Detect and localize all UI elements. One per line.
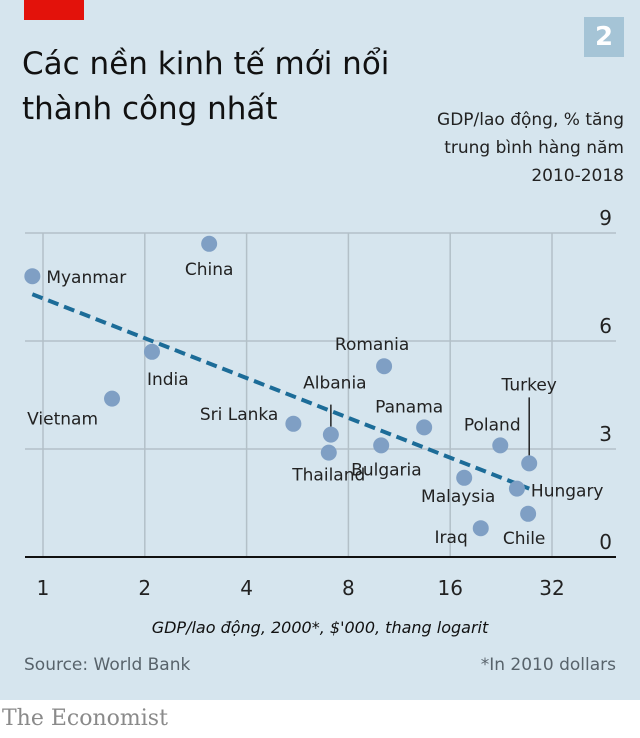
label-thailand: Thailand	[291, 466, 365, 486]
point-bulgaria	[373, 437, 390, 454]
point-turkey	[521, 455, 538, 472]
label-malaysia: Malaysia	[421, 487, 495, 507]
x-tick-label: 16	[437, 576, 462, 600]
label-romania: Romania	[335, 335, 409, 355]
x-tick-labels: 1 2 4 8 16 32	[37, 576, 565, 600]
label-china: China	[185, 260, 234, 280]
label-india: India	[147, 370, 189, 390]
point-sri-lanka	[285, 415, 302, 432]
point-thailand	[320, 444, 337, 461]
y-tick-label: 6	[599, 314, 612, 338]
label-hungary: Hungary	[531, 482, 604, 502]
y-tick-label: 9	[599, 206, 612, 230]
point-chile	[520, 505, 537, 522]
subtitle-line-2: trung bình hàng năm	[444, 138, 624, 158]
x-tick-label: 4	[240, 576, 253, 600]
data-points	[24, 235, 538, 537]
footnote: *In 2010 dollars	[480, 655, 616, 675]
label-bulgaria: Bulgaria	[351, 460, 422, 480]
point-labels: Myanmar China India Vietnam Sri Lanka Albania…	[27, 260, 603, 549]
subtitle-line-1: GDP/lao động, % tăng	[437, 110, 624, 130]
y-axis-description: GDP/lao động, % tăng trung bình hàng năm…	[364, 106, 624, 190]
point-malaysia	[456, 469, 473, 486]
point-vietnam	[104, 390, 121, 407]
point-panama	[416, 419, 433, 436]
label-chile: Chile	[503, 529, 546, 549]
leader-lines	[330, 397, 530, 456]
label-albania: Albania	[303, 374, 366, 394]
chart-panel	[0, 0, 640, 700]
point-myanmar	[24, 268, 41, 285]
x-axis-label: GDP/lao động, 2000*, $'000, thang logari…	[151, 618, 489, 637]
point-poland	[492, 437, 509, 454]
brand-red-bar	[24, 0, 84, 20]
chart-title: Các nền kinh tế mới nổi thành công nhất	[22, 42, 462, 132]
y-tick-label: 3	[599, 422, 612, 446]
point-india	[143, 343, 160, 360]
y-tick-label: 0	[599, 530, 612, 554]
label-panama: Panama	[375, 397, 443, 417]
label-poland: Poland	[464, 415, 521, 435]
point-iraq	[472, 520, 489, 537]
x-tick-label: 2	[138, 576, 151, 600]
label-vietnam: Vietnam	[27, 410, 98, 430]
label-iraq: Iraq	[435, 528, 468, 548]
x-tick-label: 8	[342, 576, 355, 600]
title-line-2: thành công nhất	[22, 91, 278, 127]
label-turkey: Turkey	[501, 375, 557, 395]
label-myanmar: Myanmar	[46, 268, 126, 288]
label-sri-lanka: Sri Lanka	[200, 405, 279, 425]
point-romania	[376, 358, 393, 375]
source-note: Source: World Bank	[24, 655, 191, 675]
point-albania	[322, 426, 339, 443]
y-tick-labels: 0 3 6 9	[599, 206, 612, 554]
title-line-1: Các nền kinh tế mới nổi	[22, 46, 390, 82]
grid	[25, 232, 616, 557]
trend-line	[31, 292, 530, 491]
point-china	[201, 235, 218, 252]
x-tick-label: 1	[37, 576, 50, 600]
chart-number-badge: 2	[584, 17, 624, 57]
point-hungary	[508, 480, 525, 497]
x-tick-label: 32	[539, 576, 564, 600]
publisher-brand: The Economist	[2, 706, 168, 731]
subtitle-line-3: 2010-2018	[531, 166, 624, 186]
